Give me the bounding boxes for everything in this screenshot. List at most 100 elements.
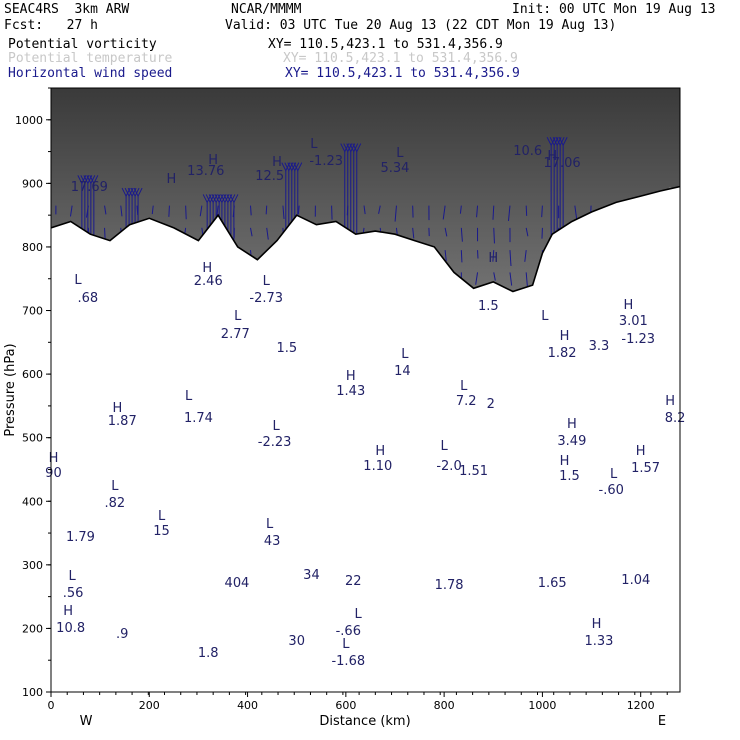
downdraft-head	[86, 175, 96, 185]
pv-extremum-label: H	[624, 298, 634, 313]
downdraft-head	[130, 187, 140, 198]
pv-extremum-label: 1.5	[277, 341, 298, 356]
pv-extremum-label: H	[167, 172, 177, 187]
wind-vector	[69, 205, 73, 217]
valid-time: Valid: 03 UTC Tue 20 Aug 13 (22 CDT Mon …	[225, 18, 617, 33]
pv-extremum-label: 10.8	[56, 621, 85, 636]
pv-extremum-label: H	[63, 604, 73, 619]
wind-vector	[282, 205, 285, 219]
pv-extremum-label: H	[272, 155, 282, 170]
y-tick-label: 600	[22, 368, 43, 381]
downdraft-head	[287, 162, 297, 172]
pv-extremum-label: -1.23	[309, 154, 343, 169]
wind-vector	[541, 205, 543, 218]
pv-extremum-label: L	[310, 137, 318, 152]
wind-vector	[297, 205, 300, 215]
pv-extremum-label: -1.23	[621, 332, 655, 347]
pv-extremum-label: 1.65	[538, 576, 567, 591]
init-time: Init: 00 UTC Mon 19 Aug 13	[512, 2, 716, 17]
pv-extremum-label: L	[342, 637, 350, 652]
y-tick-label: 900	[22, 177, 43, 190]
field-wind-xy: XY= 110.5,423.1 to 531.4,356.9	[285, 66, 520, 81]
pv-extremum-label: 15	[153, 524, 170, 539]
downdraft-head	[220, 194, 230, 204]
model-title: SEAC4RS 3km ARW	[4, 2, 130, 17]
downdraft-head	[558, 136, 568, 147]
pv-extremum-label: 1.5	[478, 299, 499, 314]
pv-extremum-label: L	[610, 467, 618, 482]
pv-extremum-label: L	[69, 569, 77, 584]
wind-vector	[459, 205, 462, 214]
downdraft-head	[208, 194, 218, 204]
x-tick-label: 400	[237, 699, 258, 712]
downdraft-head	[340, 143, 350, 153]
downdraft-head	[552, 136, 562, 147]
downdraft-head	[223, 194, 233, 204]
pv-extremum-label: -2.0	[436, 459, 461, 474]
wind-vector	[525, 227, 529, 237]
pv-extremum-label: 1.57	[631, 461, 660, 476]
field-pv-xy: XY= 110.5,423.1 to 531.4,356.9	[268, 37, 503, 52]
pv-extremum-label: 1.8	[198, 646, 219, 661]
pv-extremum-label: H	[560, 329, 570, 344]
downdraft-head	[89, 175, 99, 185]
field-wind-name: Horizontal wind speed	[8, 66, 173, 81]
pv-extremum-label: 1.10	[363, 459, 392, 474]
wind-vector	[493, 227, 495, 244]
pv-extremum-label: 43	[264, 534, 281, 549]
wind-vector	[394, 205, 397, 222]
x-end-label-east: E	[658, 714, 666, 729]
wind-vector	[460, 250, 463, 263]
downdraft-head	[293, 162, 303, 172]
y-tick-label: 500	[22, 432, 43, 445]
wind-vector	[185, 205, 187, 220]
field-pv-name: Potential vorticity	[8, 37, 157, 52]
wind-vector	[509, 250, 512, 267]
pv-extremum-label: .82	[105, 496, 126, 511]
downdraft-head	[549, 136, 559, 147]
x-tick-label: 200	[139, 699, 160, 712]
pv-extremum-label: .68	[78, 291, 99, 306]
wind-vector	[168, 205, 170, 217]
pv-extremum-label: 4	[241, 576, 249, 591]
wind-vector	[266, 227, 269, 240]
downdraft-head	[217, 194, 227, 204]
pv-extremum-label: 12.5	[255, 169, 284, 184]
pv-extremum-label: .56	[63, 586, 84, 601]
wind-vector	[460, 227, 463, 242]
downdraft-head	[77, 175, 87, 185]
downdraft-head	[124, 187, 134, 198]
wind-vector	[265, 205, 268, 215]
pv-extremum-label: 14	[394, 364, 411, 379]
downdraft-head	[281, 162, 291, 172]
pv-extremum-label: 3.49	[557, 434, 586, 449]
pv-extremum-label: L	[234, 309, 242, 324]
x-tick-label: 600	[335, 699, 356, 712]
downdraft-head	[284, 162, 294, 172]
downdraft-head	[352, 143, 362, 153]
pv-extremum-label: 2.77	[221, 327, 250, 342]
pv-extremum-label: 1.04	[621, 573, 650, 588]
downdraft-head	[226, 194, 236, 204]
downdraft-head	[205, 194, 215, 204]
pv-extremum-label: H	[636, 444, 646, 459]
wind-vector	[442, 205, 446, 220]
pv-extremum-label: H	[567, 417, 577, 432]
field-theta-xy: XY= 110.5,423.1 to 531.4,356.9	[283, 51, 518, 66]
pv-extremum-label: L	[74, 273, 82, 288]
pv-extremum-label: -.60	[599, 483, 624, 498]
wind-vector	[475, 272, 479, 285]
pv-extremum-label: 2.46	[194, 274, 223, 289]
wind-vector	[363, 205, 366, 215]
pv-extremum-label: 22	[345, 574, 362, 589]
wind-vector	[507, 205, 511, 221]
wind-vector	[492, 205, 495, 220]
x-axis-title: Distance (km)	[319, 714, 410, 729]
pv-extremum-label: 17.06	[543, 156, 580, 171]
y-tick-label: 100	[22, 686, 43, 699]
pv-extremum-label: 17.69	[71, 180, 108, 195]
wind-vector	[476, 205, 479, 218]
wind-vector	[199, 205, 203, 217]
downdraft-head	[343, 143, 353, 153]
